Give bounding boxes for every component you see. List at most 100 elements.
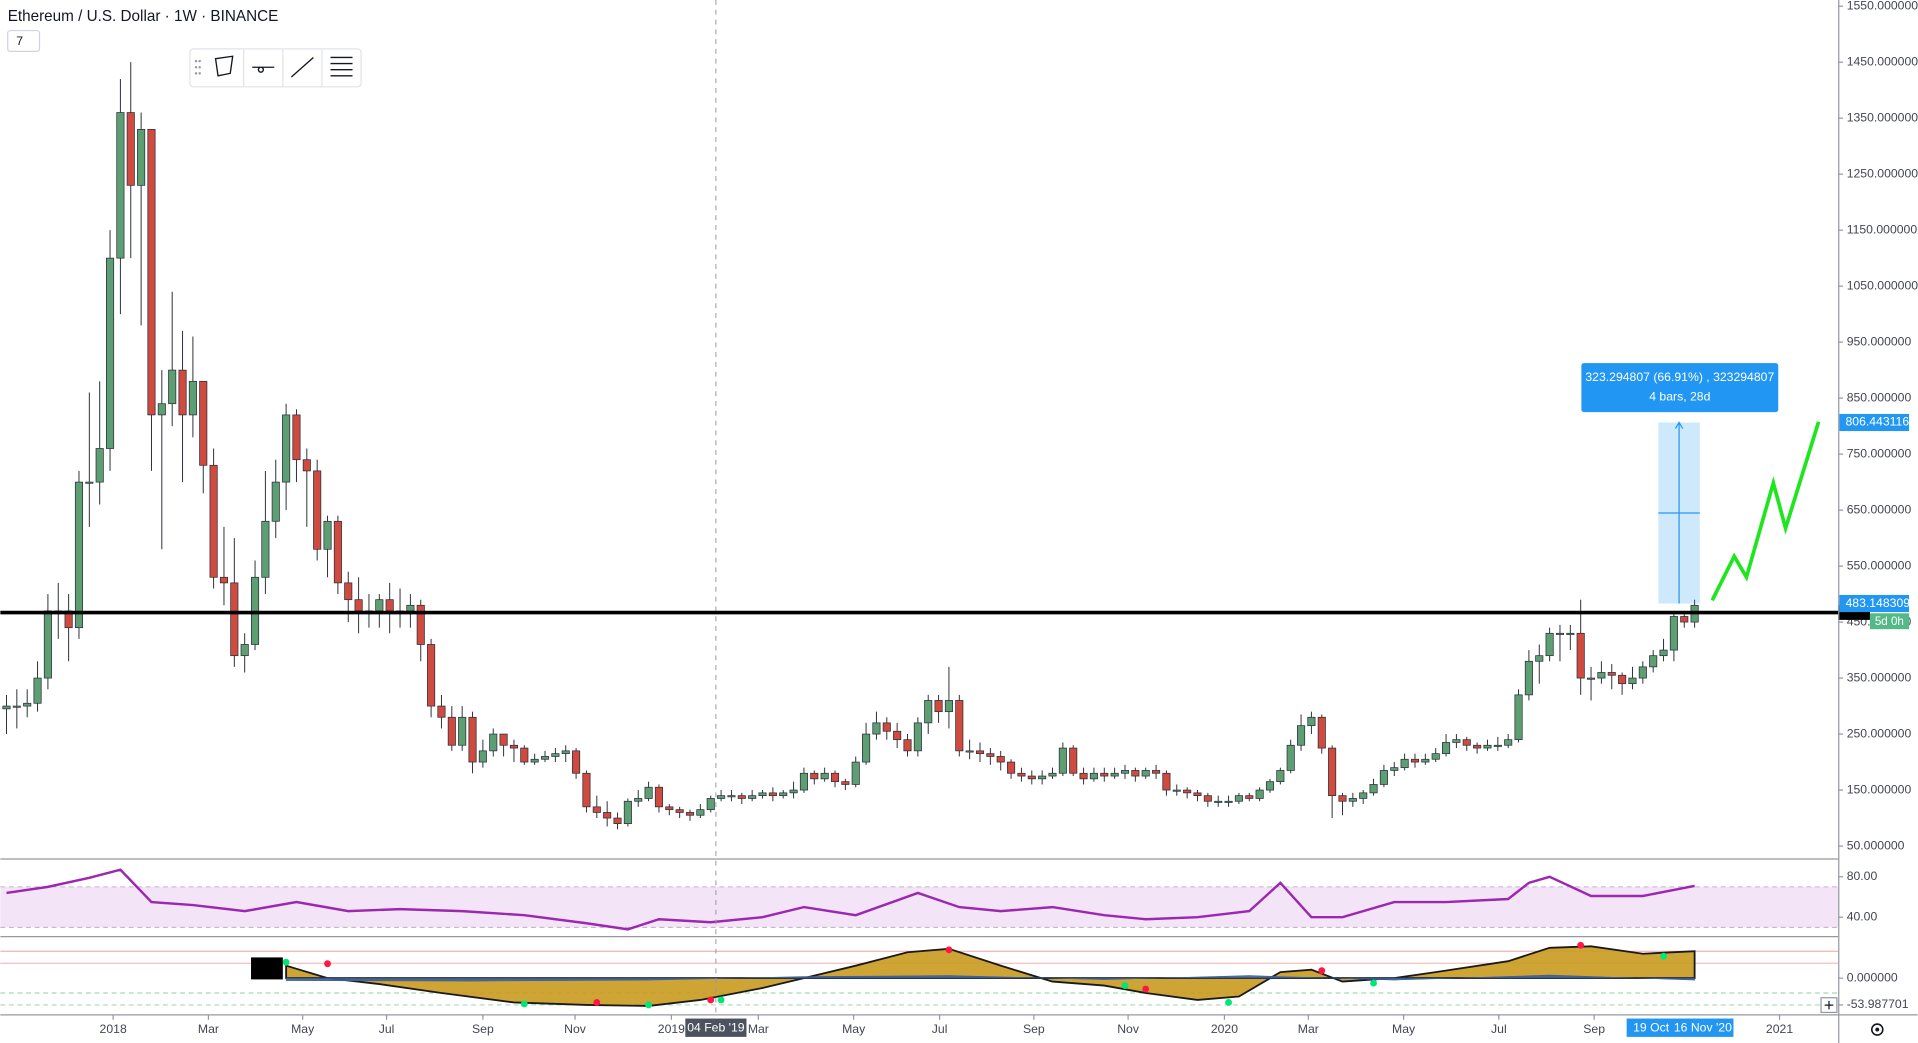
candle-body <box>427 644 436 707</box>
candle-body <box>820 772 829 780</box>
candle-body <box>74 481 84 629</box>
candle-body <box>1628 677 1637 685</box>
candle-body <box>1442 742 1451 755</box>
range-time-label: 16 Nov '20 <box>1674 1021 1732 1035</box>
interval-badge-text: 7 <box>16 34 23 48</box>
candle-body <box>603 812 612 819</box>
candle-body <box>1359 792 1368 799</box>
candle-body <box>592 806 601 813</box>
rsi-tick-label: 40.00 <box>1847 909 1878 923</box>
candle-body <box>116 112 125 259</box>
candle-body <box>540 756 550 760</box>
price-tick-label: 650.000000 <box>1847 502 1912 516</box>
candle-body <box>748 795 757 799</box>
price-tick-label: 50.000000 <box>1847 838 1905 852</box>
interval-badge[interactable] <box>7 29 41 52</box>
candle-body <box>1400 758 1409 769</box>
price-tick-label: 250.000000 <box>1847 726 1912 740</box>
time-tick-label: 2018 <box>100 1022 127 1036</box>
candle-body <box>1555 632 1565 635</box>
add-button[interactable] <box>1820 997 1838 1014</box>
candle-body <box>530 758 539 763</box>
price-tick-label: 150.000000 <box>1847 782 1912 796</box>
settings-button[interactable] <box>1870 1023 1884 1036</box>
tool-more[interactable] <box>330 56 353 77</box>
candle-body <box>209 464 218 578</box>
candle-body <box>354 599 363 612</box>
candle-body <box>1255 789 1264 799</box>
candle-body <box>634 798 643 802</box>
candle-body <box>43 610 52 679</box>
candle-body <box>1193 792 1202 797</box>
candle-body <box>1214 800 1223 803</box>
toolbar-frame <box>189 48 362 88</box>
candle-body <box>851 761 860 785</box>
candle-body <box>893 730 902 741</box>
candle-body <box>975 750 985 755</box>
drag-handle <box>194 59 201 75</box>
symbol-title: Ethereum / U.S. Dollar · 1W · BINANCE <box>8 8 279 25</box>
time-tick-label: May <box>291 1022 315 1036</box>
candle-body <box>137 128 146 186</box>
candle-body <box>830 772 840 783</box>
candle-body <box>1131 770 1140 777</box>
time-tick-label: May <box>842 1022 866 1036</box>
price-tick-label: 1550.000000 <box>1847 0 1918 12</box>
candle-body <box>1172 789 1181 792</box>
candle-body <box>572 750 581 774</box>
candle-body <box>1338 795 1347 802</box>
candle-body <box>106 257 115 449</box>
candle-body <box>1328 747 1337 797</box>
oscillator-signal <box>1318 967 1326 975</box>
candle-body <box>810 772 819 780</box>
oscillator-signal <box>520 1000 528 1008</box>
candle-body <box>1504 739 1513 746</box>
candle-body <box>944 700 953 713</box>
candle-body <box>323 520 332 550</box>
candle-body <box>1669 616 1678 651</box>
candle-body <box>737 795 746 799</box>
tool-horizontal-ray[interactable] <box>252 66 275 73</box>
candle-body <box>654 786 663 808</box>
candle-body <box>1203 795 1212 802</box>
oscillator-signal <box>282 958 290 966</box>
price-tick-label: 850.000000 <box>1847 390 1912 404</box>
candle-body <box>478 750 487 763</box>
candle-body <box>1638 666 1647 679</box>
candle-body <box>219 576 229 584</box>
oscillator-signal <box>1121 982 1129 989</box>
price-badge <box>1839 594 1910 613</box>
candle-body <box>520 747 529 763</box>
oscillator-signal <box>1660 952 1667 960</box>
candle-body <box>95 448 104 483</box>
candle-body <box>582 772 591 808</box>
candle-body <box>406 604 415 612</box>
drawing-toolbar <box>189 48 362 88</box>
oscillator-signal <box>945 946 953 954</box>
tool-path[interactable] <box>214 55 234 77</box>
candle-body <box>302 459 311 472</box>
candle-body <box>1535 655 1544 662</box>
projection-arrow <box>1710 421 1821 602</box>
candle-body <box>696 809 705 816</box>
price-tick-label: 550.000000 <box>1847 558 1912 572</box>
time-tick-label: Sep <box>1583 1022 1605 1036</box>
oscillator-tick-label: -53.987701 <box>1847 997 1909 1011</box>
candle-body <box>1286 744 1295 771</box>
candle-body <box>313 470 322 550</box>
price-tick-label: 950.000000 <box>1847 334 1912 348</box>
oscillator-signal <box>717 996 725 1004</box>
time-tick-label: 2019 <box>658 1022 685 1036</box>
tool-trend-line[interactable] <box>290 56 314 78</box>
candle-body <box>1110 772 1119 777</box>
candle-body <box>1566 632 1575 635</box>
oscillator-signal <box>707 996 715 1004</box>
oscillator-signal <box>1225 999 1232 1006</box>
candle-body <box>292 414 301 461</box>
candle-body <box>499 733 508 746</box>
candle-body <box>85 481 94 484</box>
candle-body <box>1048 772 1057 777</box>
candle-body <box>437 705 446 718</box>
candle-body <box>665 806 674 811</box>
candle-body <box>1369 784 1378 794</box>
